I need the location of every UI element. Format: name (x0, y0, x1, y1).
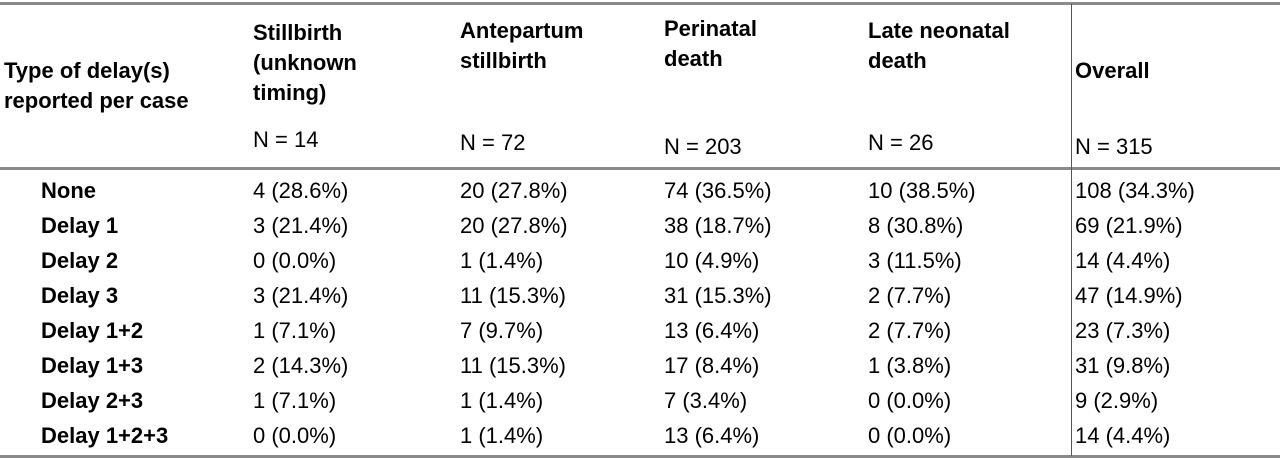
row-label-delay-2-3: Delay 2+3 (41, 388, 144, 413)
overall-column-divider (1071, 4, 1072, 456)
table-cell: 9 (2.9%) (1075, 388, 1159, 413)
table-cell: 20 (27.8%) (460, 178, 568, 203)
row-label-delay-1-3: Delay 1+3 (41, 353, 144, 378)
col-header-late-neonatal: Late neonatal death (868, 18, 1010, 73)
table-cell: 1 (7.1%) (253, 318, 337, 343)
table-cell: 0 (0.0%) (868, 423, 952, 448)
table-cell: 0 (0.0%) (253, 423, 337, 448)
row-label-none: None (41, 178, 96, 203)
table-cell: 3 (11.5%) (868, 248, 962, 273)
row-label-delay-2: Delay 2 (41, 248, 119, 273)
col-n-overall: N = 315 (1075, 134, 1153, 159)
table-cell: 47 (14.9%) (1075, 283, 1183, 308)
bottom-rule (0, 455, 1280, 458)
table-cell: 14 (4.4%) (1075, 423, 1171, 448)
row-label-delay-1-2-3: Delay 1+2+3 (41, 423, 169, 448)
row-header-label: Type of delay(s) reported per case (4, 58, 189, 113)
col-n-stillbirth-unknown: N = 14 (253, 127, 319, 152)
table-cell: 7 (3.4%) (664, 388, 748, 413)
table-cell: 17 (8.4%) (664, 353, 760, 378)
table-cell: 13 (6.4%) (664, 423, 760, 448)
table-cell: 20 (27.8%) (460, 213, 568, 238)
table-cell: 31 (9.8%) (1075, 353, 1171, 378)
table-cell: 10 (38.5%) (868, 178, 976, 203)
table-cell: 1 (1.4%) (460, 388, 544, 413)
table-cell: 2 (7.7%) (868, 318, 952, 343)
row-label-delay-3: Delay 3 (41, 283, 119, 308)
col-header-stillbirth-unknown: Stillbirth (unknown timing) (253, 20, 357, 105)
col-header-antepartum: Antepartum stillbirth (460, 18, 584, 73)
table-cell: 4 (28.6%) (253, 178, 349, 203)
table-cell: 11 (15.3%) (460, 283, 566, 308)
table-cell: 2 (7.7%) (868, 283, 952, 308)
table-cell: 108 (34.3%) (1075, 178, 1195, 203)
table-cell: 2 (14.3%) (253, 353, 349, 378)
table-cell: 1 (1.4%) (460, 248, 544, 273)
table-cell: 13 (6.4%) (664, 318, 760, 343)
header-rule (0, 167, 1280, 170)
table-cell: 23 (7.3%) (1075, 318, 1171, 343)
table-cell: 1 (1.4%) (460, 423, 544, 448)
row-label-delay-1: Delay 1 (41, 213, 119, 238)
col-n-antepartum: N = 72 (460, 130, 526, 155)
col-header-perinatal: Perinatal death (664, 16, 757, 71)
table-cell: 1 (7.1%) (253, 388, 337, 413)
table-cell: 69 (21.9%) (1075, 213, 1183, 238)
table-cell: 10 (4.9%) (664, 248, 760, 273)
table-cell: 74 (36.5%) (664, 178, 772, 203)
col-n-late-neonatal: N = 26 (868, 130, 934, 155)
table-cell: 14 (4.4%) (1075, 248, 1171, 273)
table-cell: 38 (18.7%) (664, 213, 772, 238)
table-cell: 1 (3.8%) (868, 353, 952, 378)
table-cell: 31 (15.3%) (664, 283, 772, 308)
top-rule (0, 2, 1280, 5)
table-cell: 7 (9.7%) (460, 318, 544, 343)
table-cell: 11 (15.3%) (460, 353, 566, 378)
col-n-perinatal: N = 203 (664, 134, 742, 159)
col-header-overall: Overall (1075, 58, 1150, 83)
table-cell: 3 (21.4%) (253, 213, 349, 238)
table-cell: 3 (21.4%) (253, 283, 349, 308)
table-cell: 0 (0.0%) (868, 388, 952, 413)
table-cell: 0 (0.0%) (253, 248, 337, 273)
row-label-delay-1-2: Delay 1+2 (41, 318, 144, 343)
table-cell: 8 (30.8%) (868, 213, 964, 238)
